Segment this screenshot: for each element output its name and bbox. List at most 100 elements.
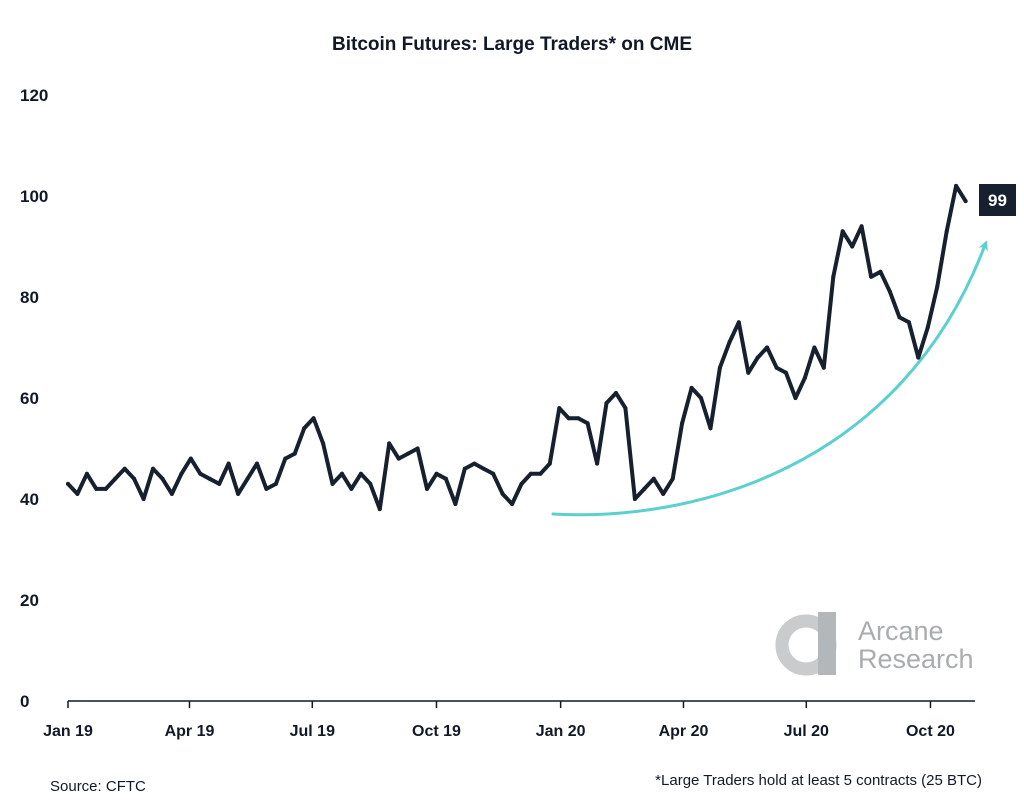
data-point — [132, 476, 137, 481]
data-point — [916, 355, 921, 360]
data-point — [292, 451, 297, 456]
x-tick-label: Apr 20 — [659, 723, 709, 740]
data-point — [888, 289, 892, 294]
data-point — [850, 244, 855, 249]
data-point — [670, 476, 675, 481]
data-point — [368, 481, 373, 486]
data-point — [113, 476, 118, 481]
data-point — [632, 497, 637, 501]
data-point — [538, 471, 543, 476]
footnote: *Large Traders hold at least 5 contracts… — [655, 772, 982, 789]
data-point — [614, 391, 618, 395]
x-tick-label: Apr 19 — [165, 723, 215, 740]
data-point — [217, 481, 222, 486]
data-point — [245, 476, 250, 481]
data-point — [623, 406, 628, 411]
data-point — [94, 486, 99, 491]
data-point — [302, 426, 307, 431]
logo-text-line2: Research — [858, 644, 974, 674]
data-point — [859, 224, 864, 229]
data-point — [151, 466, 155, 471]
data-point — [141, 497, 146, 501]
logo-bar — [818, 612, 836, 675]
data-point — [349, 486, 354, 491]
data-point — [264, 486, 269, 491]
data-point — [415, 446, 420, 451]
data-point — [935, 284, 940, 289]
data-point — [708, 426, 713, 431]
data-point — [897, 315, 902, 320]
data-point — [169, 491, 174, 496]
data-point — [387, 441, 392, 446]
y-tick-label: 120 — [20, 86, 48, 105]
data-point — [746, 370, 751, 375]
data-point — [604, 401, 609, 406]
data-point — [642, 486, 647, 491]
x-axis-ticks: Jan 19 Apr 19 Jul 19 Oct 19 Jan 20 Apr 20 Jul … — [43, 701, 955, 740]
data-point — [500, 491, 505, 496]
data-point — [396, 456, 401, 461]
data-point — [198, 471, 203, 476]
data-point — [255, 461, 259, 466]
data-point — [661, 491, 666, 496]
data-point — [944, 229, 949, 234]
data-point — [273, 481, 278, 486]
series-line — [66, 183, 968, 512]
data-point — [878, 269, 883, 274]
data-point — [377, 507, 382, 512]
data-point — [585, 421, 590, 426]
data-point — [547, 461, 552, 466]
data-point — [699, 396, 703, 400]
data-point — [481, 466, 486, 471]
data-point — [755, 355, 760, 360]
data-point — [188, 456, 193, 461]
y-tick-label: 80 — [20, 288, 39, 307]
source-note: Source: CFTC — [50, 778, 146, 795]
data-point — [906, 320, 911, 325]
data-point — [680, 421, 685, 426]
data-point — [736, 320, 741, 325]
data-point — [774, 365, 779, 370]
data-point — [103, 486, 108, 491]
x-tick-label: Jan 19 — [43, 723, 93, 740]
data-point — [869, 274, 874, 279]
y-tick-label: 20 — [20, 591, 39, 610]
data-point — [236, 491, 241, 496]
data-point — [765, 345, 770, 350]
logo-text-line1: Arcane — [858, 616, 944, 646]
data-point — [831, 274, 836, 279]
data-point — [595, 461, 600, 466]
data-point — [689, 385, 694, 390]
data-point — [840, 229, 845, 234]
last-value-label: 99 — [988, 191, 1007, 210]
data-point — [954, 183, 959, 188]
data-point — [717, 365, 722, 370]
data-point — [462, 466, 467, 471]
data-point — [925, 325, 930, 330]
data-point — [491, 471, 496, 476]
x-tick-label: Jan 20 — [536, 723, 586, 740]
data-point — [651, 476, 656, 481]
trend-arrow — [551, 240, 988, 517]
data-point — [453, 502, 458, 506]
data-point — [566, 416, 571, 421]
data-point — [793, 396, 798, 400]
data-point — [321, 441, 326, 446]
y-tick-label: 40 — [20, 490, 39, 509]
data-point — [122, 466, 127, 471]
data-point — [84, 471, 89, 476]
data-point — [528, 471, 533, 476]
data-point — [557, 406, 562, 411]
x-tick-label: Oct 20 — [906, 723, 955, 740]
data-point — [727, 340, 732, 345]
data-point — [226, 461, 231, 466]
data-point — [802, 375, 807, 380]
data-point — [434, 471, 439, 476]
data-point — [66, 481, 70, 486]
data-point — [160, 476, 165, 481]
chart-title: Bitcoin Futures: Large Traders* on CME — [332, 34, 692, 55]
data-point — [358, 471, 363, 476]
data-point — [510, 502, 515, 506]
data-point — [75, 491, 80, 496]
